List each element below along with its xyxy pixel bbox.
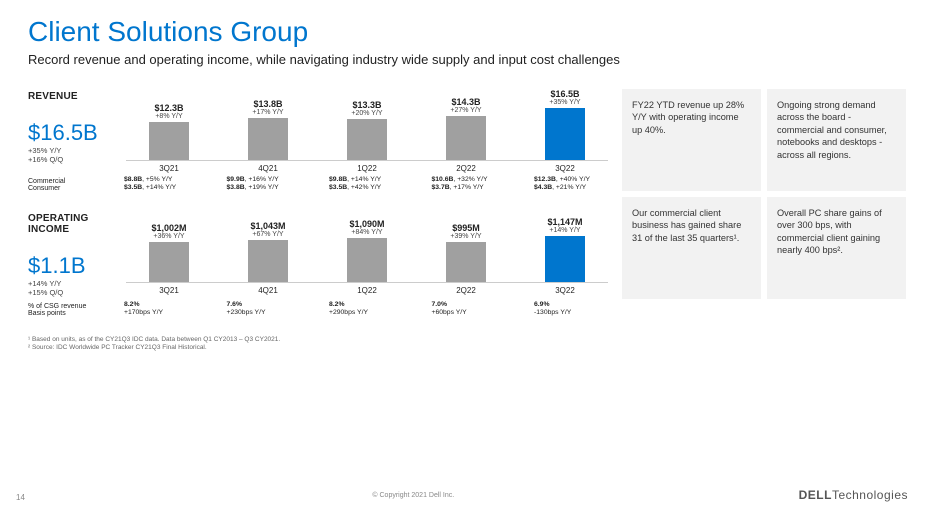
callout-box-3: Our commercial client business has gaine…	[622, 197, 761, 299]
bar-growth: +84% Y/Y	[351, 229, 382, 236]
bar	[248, 118, 288, 160]
bar-column: $13.8B+17% Y/Y	[225, 99, 311, 160]
revenue-row1-label: Commercial	[28, 178, 112, 185]
detail-cell: 7.6%+230bps Y/Y	[215, 301, 301, 318]
bar-growth: +8% Y/Y	[155, 113, 182, 120]
bar-column: $1,147M+14% Y/Y	[522, 217, 608, 282]
bar-quarter-label: 3Q22	[555, 164, 575, 173]
bar	[446, 242, 486, 282]
revenue-sub2: +16% Q/Q	[28, 155, 112, 164]
bar-quarter-label: 1Q22	[357, 286, 377, 295]
bar-quarter-label: 4Q21	[258, 286, 278, 295]
bar-value: $13.3B	[352, 100, 381, 110]
callout-box-4: Overall PC share gains of over 300 bps, …	[767, 197, 906, 299]
detail-cell: $9.8B, +14% Y/Y$3.5B, +42% Y/Y	[317, 176, 403, 193]
bar	[545, 236, 585, 282]
bar	[446, 116, 486, 160]
logo-brand: DELL	[799, 488, 832, 502]
bar-quarter-label: 3Q21	[159, 286, 179, 295]
opincome-label: OPERATING INCOME	[28, 213, 112, 235]
detail-cell: 8.2%+170bps Y/Y	[112, 301, 198, 318]
revenue-row2-label: Consumer	[28, 185, 112, 192]
detail-cell: $8.8B, +5% Y/Y$3.5B, +14% Y/Y	[112, 176, 198, 193]
opincome-block: OPERATING INCOME $1.1B +14% Y/Y +15% Q/Q…	[28, 211, 608, 318]
revenue-bar-chart: $12.3B+8% Y/Y$13.8B+17% Y/Y$13.3B+20% Y/…	[126, 89, 608, 161]
bar	[545, 108, 585, 160]
opincome-headline: $1.1B	[28, 253, 112, 279]
bar	[347, 238, 387, 282]
bar-value: $995M	[452, 223, 480, 233]
callout-box-1: FY22 YTD revenue up 28% Y/Y with operati…	[622, 89, 761, 191]
bar	[149, 122, 189, 160]
detail-cell: $12.3B, +40% Y/Y$4.3B, +21% Y/Y	[522, 176, 608, 193]
bar-value: $12.3B	[154, 103, 183, 113]
page-title: Client Solutions Group	[28, 16, 908, 48]
bar-value: $1,147M	[547, 217, 582, 227]
opincome-row1-label: % of CSG revenue	[28, 303, 112, 310]
bar-growth: +36% Y/Y	[153, 233, 184, 240]
page-number: 14	[16, 493, 25, 502]
logo-suffix: Technologies	[832, 488, 908, 502]
bar-quarter-label: 2Q22	[456, 286, 476, 295]
bar-value: $1,002M	[151, 223, 186, 233]
bar-value: $1,043M	[250, 221, 285, 231]
callout-column: FY22 YTD revenue up 28% Y/Y with operati…	[622, 89, 906, 353]
detail-cell: $9.9B, +16% Y/Y$3.8B, +19% Y/Y	[215, 176, 301, 193]
bar-value: $1,090M	[349, 219, 384, 229]
bar-growth: +17% Y/Y	[252, 109, 283, 116]
revenue-sub1: +35% Y/Y	[28, 146, 112, 155]
detail-cell: 7.0%+60bps Y/Y	[420, 301, 506, 318]
dell-logo: DELLTechnologies	[799, 488, 908, 502]
footnotes: ¹ Based on units, as of the CY21Q3 IDC d…	[28, 336, 608, 353]
bar-growth: +67% Y/Y	[252, 231, 283, 238]
opincome-row2-label: Basis points	[28, 310, 112, 317]
bar-column: $14.3B+27% Y/Y	[423, 97, 509, 160]
revenue-label: REVENUE	[28, 91, 112, 102]
main-content: REVENUE $16.5B +35% Y/Y +16% Q/Q $12.3B+…	[28, 89, 908, 353]
callout-box-2: Ongoing strong demand across the board -…	[767, 89, 906, 191]
bar-quarter-label: 1Q22	[357, 164, 377, 173]
bar-quarter-label: 4Q21	[258, 164, 278, 173]
detail-cell: 6.9%-130bps Y/Y	[522, 301, 608, 318]
bar-value: $13.8B	[253, 99, 282, 109]
bar-column: $16.5B+35% Y/Y	[522, 89, 608, 160]
footnote-2: ² Source: IDC Worldwide PC Tracker CY21Q…	[28, 344, 608, 352]
bar	[248, 240, 288, 282]
opincome-sub1: +14% Y/Y	[28, 279, 112, 288]
revenue-block: REVENUE $16.5B +35% Y/Y +16% Q/Q $12.3B+…	[28, 89, 608, 193]
opincome-bar-chart: $1,002M+36% Y/Y$1,043M+67% Y/Y$1,090M+84…	[126, 211, 608, 283]
bar-quarter-label: 3Q21	[159, 164, 179, 173]
bar	[347, 119, 387, 160]
bar-growth: +39% Y/Y	[450, 233, 481, 240]
revenue-headline: $16.5B	[28, 120, 112, 146]
bar-growth: +35% Y/Y	[549, 99, 580, 106]
detail-cell: 8.2%+290bps Y/Y	[317, 301, 403, 318]
bar-column: $1,002M+36% Y/Y	[126, 223, 212, 282]
copyright: © Copyright 2021 Dell Inc.	[372, 492, 454, 499]
charts-column: REVENUE $16.5B +35% Y/Y +16% Q/Q $12.3B+…	[28, 89, 608, 353]
bar-column: $1,043M+67% Y/Y	[225, 221, 311, 282]
bar-column: $12.3B+8% Y/Y	[126, 103, 212, 160]
page-subtitle: Record revenue and operating income, whi…	[28, 52, 908, 67]
footnote-1: ¹ Based on units, as of the CY21Q3 IDC d…	[28, 336, 608, 344]
bar-column: $13.3B+20% Y/Y	[324, 100, 410, 160]
bar-growth: +27% Y/Y	[450, 107, 481, 114]
bar-value: $16.5B	[550, 89, 579, 99]
detail-cell: $10.6B, +32% Y/Y$3.7B, +17% Y/Y	[420, 176, 506, 193]
bar-column: $995M+39% Y/Y	[423, 223, 509, 282]
bar-quarter-label: 3Q22	[555, 286, 575, 295]
bar	[149, 242, 189, 282]
bar-growth: +20% Y/Y	[351, 110, 382, 117]
bar-value: $14.3B	[451, 97, 480, 107]
bar-column: $1,090M+84% Y/Y	[324, 219, 410, 282]
bar-quarter-label: 2Q22	[456, 164, 476, 173]
bar-growth: +14% Y/Y	[549, 227, 580, 234]
opincome-sub2: +15% Q/Q	[28, 288, 112, 297]
